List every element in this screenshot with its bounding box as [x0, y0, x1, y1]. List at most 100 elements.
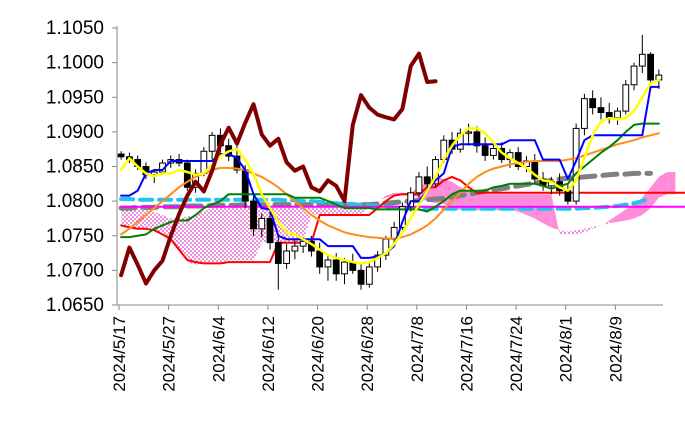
candle-down — [250, 200, 257, 230]
x-tick-label: 2024/7/16 — [457, 316, 476, 392]
cloud-segment — [187, 214, 196, 265]
candle-up — [283, 250, 290, 264]
cloud-segment — [584, 226, 593, 233]
candle-up — [299, 240, 307, 247]
base-line-line — [120, 122, 660, 239]
cloud-segment — [212, 208, 221, 263]
axes — [116, 26, 663, 306]
candle-up — [456, 132, 464, 150]
cloud-segment — [567, 230, 577, 235]
candle-up — [415, 176, 423, 194]
candle-up — [622, 84, 630, 112]
cloud-segment — [319, 208, 328, 215]
short-moving-average-line — [119, 78, 661, 265]
cloud-segment — [179, 216, 188, 263]
candle-down — [357, 269, 365, 285]
candle-up — [374, 254, 381, 268]
cloud-segment — [203, 208, 213, 264]
y-tick-label: 1.0750 — [46, 226, 104, 247]
cloud-segment — [195, 210, 204, 265]
cloud-segment — [600, 220, 610, 226]
cloud-segment — [625, 204, 635, 221]
cloud-segment — [327, 208, 337, 215]
candle-up — [572, 127, 580, 202]
cloud-segment — [336, 208, 345, 215]
candle-down — [423, 176, 431, 185]
cloud-segment — [236, 208, 246, 261]
candle-down — [274, 242, 282, 264]
candle-down — [481, 145, 489, 156]
candle-up — [324, 259, 332, 268]
candle-down — [564, 190, 572, 202]
x-tick-label: 2024/5/27 — [160, 316, 179, 392]
x-tick-label: 2024/6/20 — [309, 316, 328, 392]
candle-down — [117, 153, 125, 158]
y-tick-label: 1.1000 — [46, 53, 104, 74]
candle-down — [266, 217, 274, 244]
candle-up — [630, 65, 638, 86]
cloud-segment — [303, 208, 312, 242]
x-tick-label: 2024/7/24 — [507, 316, 526, 392]
cloud-segment — [228, 208, 237, 261]
cloud-segment — [592, 225, 601, 229]
x-tick-label: 2024/6/4 — [209, 316, 228, 382]
cloud-segment — [220, 208, 229, 263]
leading-span-b-line — [120, 175, 685, 265]
cloud-segment — [294, 208, 304, 243]
y-tick-label: 1.0650 — [46, 295, 104, 316]
candle-down — [183, 162, 191, 188]
lagging-span-line — [119, 51, 438, 286]
cloud-segment — [609, 214, 618, 224]
cloud-segment — [667, 172, 676, 195]
candle-down — [589, 98, 597, 109]
y-tick-label: 1.0900 — [46, 122, 104, 143]
cloud-segment — [344, 208, 353, 215]
candle-down — [647, 53, 654, 81]
cloud-segment — [377, 195, 386, 202]
candle-up — [581, 98, 588, 129]
x-tick-label: 2024/7/8 — [408, 316, 427, 382]
x-tick-label: 2024/8/9 — [606, 316, 625, 382]
cloud-segment — [518, 194, 527, 215]
y-tick-label: 1.0850 — [46, 157, 104, 178]
y-tick-label: 1.0700 — [46, 260, 104, 281]
cloud-segment — [162, 214, 171, 240]
y-tick-label: 1.1050 — [46, 18, 104, 39]
candle-up — [638, 53, 646, 67]
candle-up — [258, 217, 266, 230]
x-tick-label: 2024/8/1 — [557, 316, 576, 382]
candle-up — [407, 192, 415, 208]
candle-down — [473, 131, 481, 147]
indicator-lines — [119, 51, 661, 286]
cloud-segment — [385, 192, 395, 198]
cloud-segment — [311, 208, 320, 215]
cloud-segment — [286, 208, 295, 243]
x-tick-label: 2024/6/28 — [358, 316, 377, 392]
cloud-segment — [576, 228, 585, 235]
cloud-segment — [551, 194, 560, 235]
candle-down — [514, 152, 522, 167]
candle-up — [465, 131, 472, 134]
x-tick-label: 2024/6/12 — [259, 316, 278, 392]
candle-up — [365, 266, 373, 285]
x-axis-ticks: 2024/5/17 2024/5/27 2024/6/4 2024/6/12 2024/… — [110, 305, 625, 392]
x-tick-label: 2024/5/17 — [110, 316, 129, 392]
candle-up — [208, 134, 216, 152]
cloud-segment — [121, 206, 130, 228]
candle-down — [332, 259, 340, 275]
y-tick-label: 1.0800 — [46, 191, 104, 212]
cloud-segment — [658, 172, 668, 198]
candle-down — [597, 107, 605, 113]
candle-up — [341, 261, 348, 275]
candle-up — [291, 245, 299, 252]
cloud-segment — [559, 230, 568, 235]
y-tick-label: 1.0950 — [46, 87, 104, 108]
candle-up — [150, 171, 158, 176]
y-axis-ticks: 1.1050 1.1000 1.0950 1.0900 1.0850 1.0800 1.07… — [46, 18, 117, 316]
candle-down — [316, 250, 324, 268]
cloud-segment — [543, 194, 552, 228]
candle-up — [490, 147, 497, 156]
cloud-segment — [617, 209, 626, 222]
